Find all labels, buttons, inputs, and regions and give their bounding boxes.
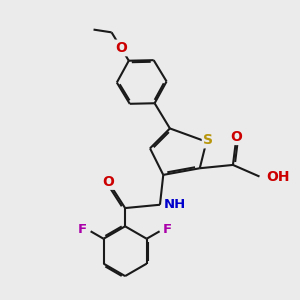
Text: F: F — [163, 223, 172, 236]
Text: O: O — [103, 175, 115, 188]
Text: O: O — [115, 41, 127, 55]
Text: O: O — [230, 130, 242, 144]
Text: F: F — [78, 223, 87, 236]
Text: OH: OH — [266, 169, 290, 184]
Text: NH: NH — [164, 198, 186, 211]
Text: S: S — [203, 133, 213, 147]
